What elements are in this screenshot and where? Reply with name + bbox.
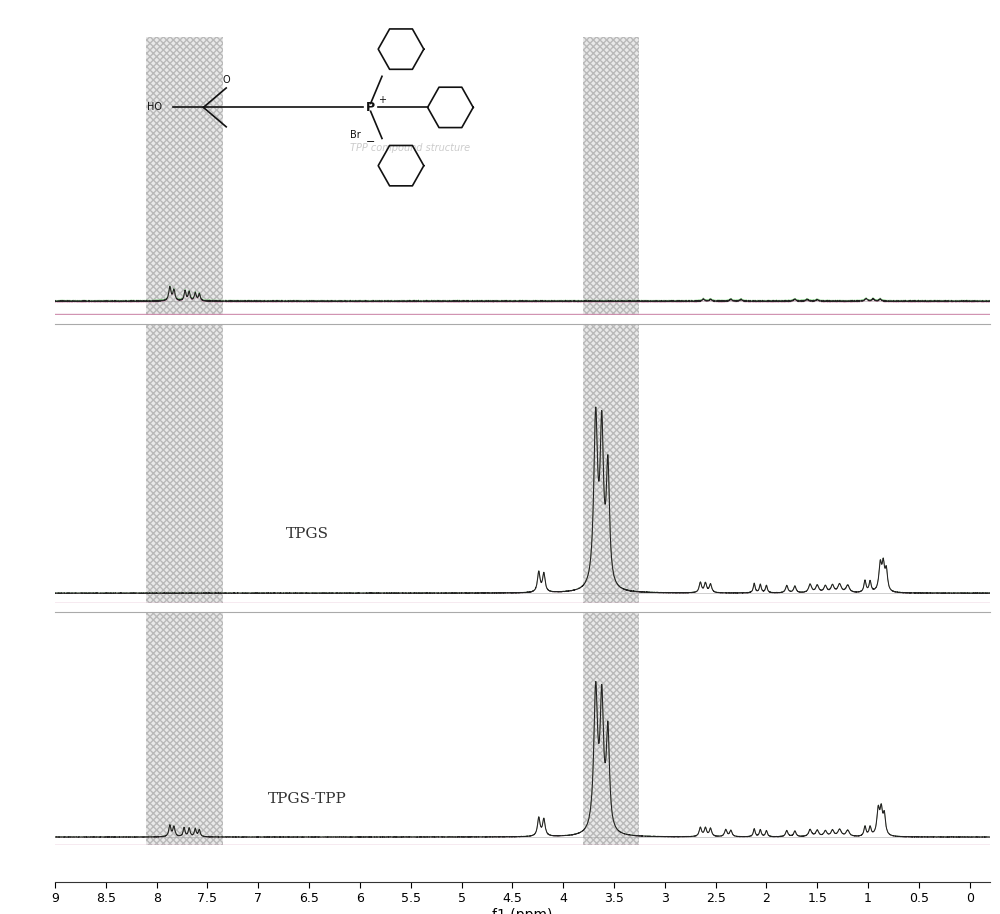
Text: +: + [378, 95, 386, 104]
Bar [146, 612, 223, 845]
Text: TPGS: TPGS [286, 526, 329, 540]
Text: HO: HO [146, 102, 162, 112]
Bar [583, 612, 639, 845]
Bar [583, 37, 639, 315]
Text: TPGS-TPP: TPGS-TPP [268, 792, 347, 806]
Bar [583, 37, 639, 315]
Bar [146, 37, 223, 315]
Text: −: − [366, 137, 375, 147]
X-axis label: f1 (ppm): f1 (ppm) [492, 909, 553, 914]
Bar [146, 37, 223, 315]
Bar [583, 612, 639, 845]
Bar [146, 612, 223, 845]
Text: TPP compound structure: TPP compound structure [350, 143, 470, 153]
Bar [146, 324, 223, 603]
Bar [583, 324, 639, 603]
Text: O: O [222, 75, 230, 85]
Text: Br: Br [350, 130, 361, 140]
Bar [146, 324, 223, 603]
Text: P: P [366, 101, 375, 114]
Bar [583, 324, 639, 603]
